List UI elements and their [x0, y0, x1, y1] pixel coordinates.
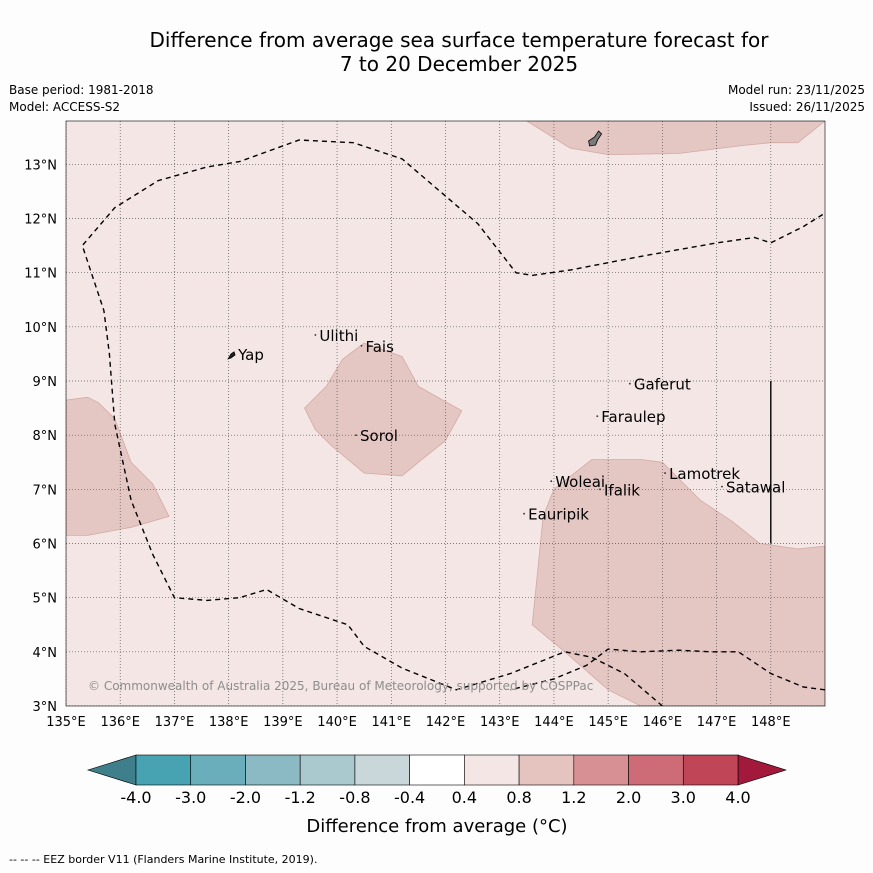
- colorbar-tick-label: 3.0: [671, 788, 696, 807]
- island-label-sorol: Sorol: [360, 427, 398, 445]
- warm-region-west-patch: [66, 396, 170, 536]
- warm-region-central-patch: [304, 342, 463, 477]
- colorbar-segment: [409, 754, 465, 786]
- title-line-1: Difference from average sea surface temp…: [149, 28, 769, 52]
- colorbar-segment: [245, 754, 301, 786]
- island-dot-fais: [360, 344, 363, 347]
- colorbar-tick-label: -2.0: [230, 788, 261, 807]
- eez-border-southeast-eez: [510, 648, 825, 691]
- issued-date: Issued: 26/11/2025: [749, 100, 865, 114]
- lat-tick-label: 11°N: [24, 267, 57, 282]
- lat-tick-label: 8°N: [33, 429, 58, 444]
- warm-region-northeast-patch: [526, 121, 825, 156]
- lon-tick-label: 145°E: [588, 715, 628, 730]
- lat-tick-label: 13°N: [24, 158, 57, 173]
- meta-right: Model run: 23/11/2025 Issued: 26/11/2025: [728, 82, 865, 116]
- lat-tick-label: 10°N: [24, 321, 57, 336]
- colorbar-segment: [464, 754, 520, 786]
- colorbar-tick-label: -0.4: [394, 788, 425, 807]
- lon-tick-label: 147°E: [697, 715, 737, 730]
- colorbar-tick-label: 0.8: [506, 788, 531, 807]
- colorbar-tick-label: 0.4: [452, 788, 477, 807]
- island-dot-lamotrek: [664, 472, 666, 474]
- colorbar-tick-label: -1.2: [285, 788, 316, 807]
- lon-tick-label: 141°E: [372, 715, 412, 730]
- lon-tick-label: 139°E: [263, 715, 303, 730]
- chart-title: Difference from average sea surface temp…: [0, 28, 873, 76]
- island-dot-satawal: [721, 485, 723, 488]
- island-label-ifalik: Ifalik: [604, 481, 640, 499]
- lat-tick-label: 7°N: [33, 483, 58, 498]
- colorbar-tick-label: -4.0: [120, 788, 151, 807]
- island-dot-ulithi: [314, 334, 317, 336]
- colorbar-segment: [573, 754, 629, 786]
- lat-tick-label: 12°N: [24, 213, 57, 228]
- lon-tick-label: 143°E: [480, 715, 520, 730]
- colorbar-title: Difference from average (°C): [306, 816, 567, 837]
- colorbar-tick-label: -0.8: [339, 788, 370, 807]
- colorbar-tick-label: 2.0: [616, 788, 641, 807]
- colorbar-segment: [354, 754, 410, 786]
- lat-tick-label: 6°N: [33, 538, 58, 553]
- colorbar-under-arrow: [86, 754, 137, 786]
- lon-tick-label: 138°E: [209, 715, 249, 730]
- island-label-gaferut: Gaferut: [634, 376, 691, 394]
- title-line-2: 7 to 20 December 2025: [339, 52, 579, 76]
- lon-tick-label: 136°E: [100, 715, 140, 730]
- colorbar-segment: [299, 754, 356, 786]
- lon-tick-label: 140°E: [317, 715, 357, 730]
- lat-tick-label: 5°N: [33, 592, 58, 607]
- colorbar-segment: [135, 754, 192, 786]
- island-label-ulithi: Ulithi: [319, 327, 358, 345]
- copyright-text: © Commonwealth of Australia 2025, Bureau…: [88, 679, 593, 693]
- model-run: Model run: 23/11/2025: [727, 83, 865, 97]
- colorbar-segment: [628, 754, 684, 786]
- model-name: Model: ACCESS-S2: [9, 100, 121, 114]
- colorbar-over-arrow: [737, 754, 788, 786]
- island-label-satawal: Satawal: [726, 479, 785, 497]
- island-label-eauripik: Eauripik: [528, 506, 589, 524]
- colorbar-tick-label: 4.0: [725, 788, 750, 807]
- lon-tick-label: 137°E: [155, 715, 195, 730]
- island-dot-faraulep: [596, 415, 599, 418]
- colorbar: -4.0 -3.0 -2.0 -1.2 -0.8 -0.4 0.4 0.8 1.2 2.0 3.0 4…: [86, 754, 788, 807]
- island-label-woleai: Woleai: [555, 473, 605, 491]
- island-label-faraulep: Faraulep: [601, 408, 665, 426]
- island-dot-ifalik: [599, 488, 601, 491]
- island-shape-guam: [588, 130, 603, 147]
- island-dot-woleai: [550, 480, 553, 483]
- lon-tick-label: 142°E: [426, 715, 466, 730]
- lon-tick-label: 135°E: [46, 715, 86, 730]
- lon-tick-label: 146°E: [643, 715, 683, 730]
- lat-tick-label: 4°N: [33, 646, 58, 661]
- base-period: Base period: 1981-2018: [9, 83, 154, 97]
- map-plot-area: Yap Ulithi Fais Sorol Gaferut Faraulep WoleaiI…: [66, 121, 825, 706]
- colorbar-tick-label: 1.2: [561, 788, 586, 807]
- island-dot-sorol: [355, 434, 357, 437]
- island-dot-eauripik: [523, 512, 526, 515]
- island-label-lamotrek: Lamotrek: [669, 465, 740, 483]
- colorbar-segment: [190, 754, 246, 786]
- lat-tick-label: 9°N: [33, 375, 58, 390]
- colorbar-tick-label: -3.0: [175, 788, 206, 807]
- island-label-fais: Fais: [365, 338, 394, 356]
- island-dot-gaferut: [628, 382, 631, 385]
- meta-left: Base period: 1981-2018 Model: ACCESS-S2: [9, 82, 154, 116]
- lon-tick-label: 144°E: [534, 715, 574, 730]
- map-clip-group: Yap Ulithi Fais Sorol Gaferut Faraulep WoleaiI…: [66, 121, 825, 706]
- lon-tick-label: 148°E: [751, 715, 791, 730]
- island-shape-yap: [227, 351, 236, 360]
- eez-border-main-eez: [81, 139, 825, 706]
- map-axes: 135°E 136°E 137°E 138°E 139°E 140°E 141°E 142°E…: [24, 120, 826, 730]
- map-frame: [65, 120, 826, 707]
- colorbar-segment: [682, 754, 739, 786]
- island-label-yap: Yap: [237, 346, 264, 364]
- colorbar-segment: [518, 754, 575, 786]
- warm-region-southeast-patch: [531, 459, 825, 706]
- eez-legend-note: -- -- -- EEZ border V11 (Flanders Marine…: [9, 853, 318, 866]
- lat-tick-label: 3°N: [33, 700, 58, 715]
